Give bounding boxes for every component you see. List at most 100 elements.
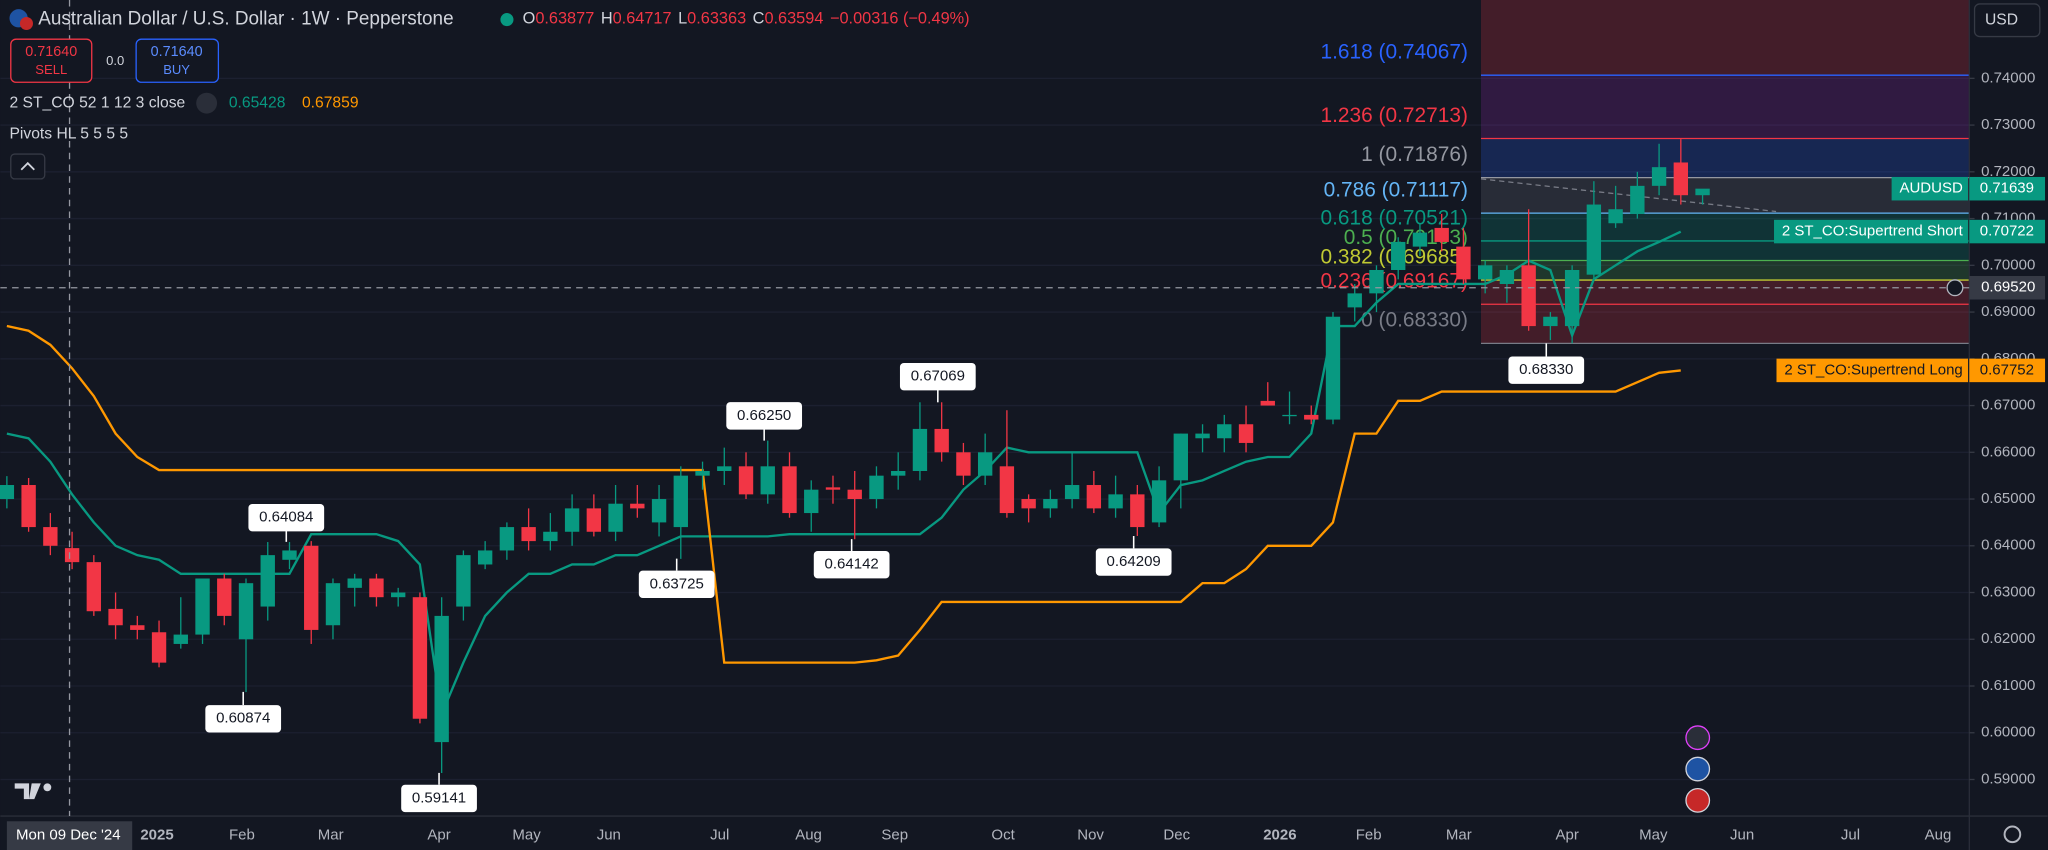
logo[interactable] [43,783,52,792]
fib-label: 1 (0.71876) [1361,143,1468,166]
price-label-box [1969,219,2046,244]
name-label-box [1774,219,1969,244]
candle-body [673,475,688,528]
settings-icon[interactable] [2003,825,2022,844]
ohlc-value: 0.64717 [613,10,672,28]
fib-band [1480,240,1970,261]
y-tick-label: 0.70000 [1981,256,2035,273]
pivot-label: 0.64142 [825,556,879,573]
candle-body [1064,485,1080,500]
x-tick-label: Dec [1163,827,1190,844]
pivot-box [1508,356,1585,384]
x-tick-label: Mar [318,827,344,844]
candle-body [108,608,123,626]
candle-body [130,625,145,630]
logo[interactable] [14,783,41,800]
candle-body [999,466,1015,514]
x-tick-label: Feb [229,827,255,844]
ohlc-key: C [753,10,765,28]
event-icon[interactable] [1685,725,1711,751]
x-tick-label: Oct [991,827,1015,844]
fib-label: 0.786 (0.71117) [1324,178,1468,201]
crosshair-price-box [1969,276,2046,300]
candle-body [869,475,884,500]
candle-body [499,527,515,551]
collapse-button[interactable] [10,153,46,180]
sell-button-frame[interactable] [10,38,93,83]
symbol-title[interactable]: Australian Dollar / U.S. Dollar · 1W · P… [38,9,453,30]
candle-body [195,578,210,635]
candle-body [64,548,80,563]
candle-body [1564,269,1580,327]
pivot-box [726,402,803,430]
sell-label[interactable]: SELL [35,62,67,77]
name-label: 2 ST_CO:Supertrend Short [1782,223,1964,240]
candle-body [260,555,275,607]
currency[interactable]: USD [1985,11,2018,28]
pivot-label: 0.64084 [259,509,313,526]
pivot-label: 0.64209 [1107,553,1161,570]
fib-band [1480,0,1970,76]
candle-body [695,470,710,476]
candle-body [586,508,602,532]
indicator-title[interactable]: 2 ST_CO 52 1 12 3 close [9,94,185,111]
currency-button[interactable] [1973,3,2041,38]
candle-body [630,503,645,509]
candle-body [1412,232,1428,247]
fib-band [1480,75,1970,139]
candle-body [782,466,797,514]
indicator-icon[interactable] [196,92,218,114]
collapse-icon[interactable] [20,161,35,171]
candle-body [1434,227,1449,242]
pivot-label: 0.66250 [737,407,791,424]
x-tick-label: Aug [1925,827,1952,844]
y-tick-label: 0.74000 [1981,69,2035,86]
candle-body [456,555,471,607]
fib-label: 0.236 (0.69167) [1321,270,1468,293]
event-icon[interactable] [1685,787,1711,813]
x-tick-label: Jul [710,827,729,844]
event-icon[interactable] [1685,756,1711,782]
candle-body [1151,480,1167,523]
candle-body [1543,316,1558,327]
fib-label: 0 (0.68330) [1361,309,1468,332]
x-tick-label: Jul [1841,827,1860,844]
candle-body [173,634,188,644]
candle-body [477,550,493,565]
candle-body [1630,185,1645,214]
name-label-box [1776,358,1969,383]
candle-body [434,615,449,743]
pivot-box [401,784,477,813]
sell-button[interactable]: 0.71640 SELL [10,38,93,83]
buy-label[interactable]: BUY [163,62,190,77]
x-tick-label: Jun [597,827,621,844]
candle-body [151,632,167,663]
candle-body [0,485,15,500]
x-tick-label: Sep [881,827,908,844]
price-label: 0.70722 [1980,223,2034,240]
pivot-label: 0.67069 [911,368,965,385]
indicator-title[interactable]: Pivots HL 5 5 5 5 [9,126,128,143]
candle-body [1043,499,1058,509]
buy-price[interactable]: 0.71640 [151,44,203,60]
y-tick-label: 0.64000 [1981,537,2035,554]
sell-price[interactable]: 0.71640 [25,44,77,60]
candle-body [1673,162,1689,196]
candle-body [1325,316,1341,420]
market-status[interactable] [500,13,514,27]
price-label-box [1969,176,2046,201]
pivot-layer: 0.64084 0.60874 0.59141 0.63725 0.66250 0.641… [205,343,1585,813]
buy-button-frame[interactable] [135,38,220,83]
name-label-box [1891,176,1969,201]
y-tick-label: 0.59000 [1981,770,2035,787]
candle-body [304,545,319,630]
candle-body [521,527,536,542]
candle-body [1217,424,1232,439]
fib-band [1480,177,1970,214]
x-tick-label: 2026 [1263,827,1296,844]
candle-body [956,452,971,476]
buy-button[interactable]: 0.71640 BUY [135,38,220,83]
x-tick-label: Jun [1730,827,1754,844]
